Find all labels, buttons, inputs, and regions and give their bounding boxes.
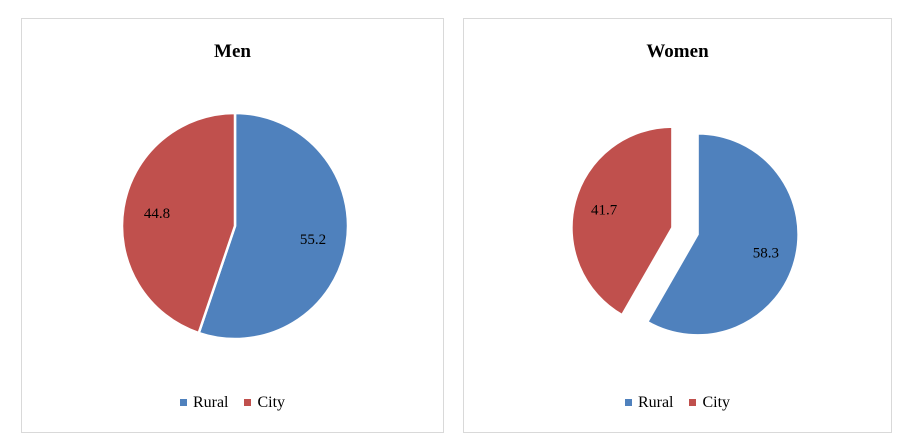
data-label-rural: 58.3 — [753, 246, 779, 262]
women-chart-panel: Women 58.3 41.7 Rural City — [463, 18, 892, 433]
men-chart-panel: Men 55.2 44.8 Rural City — [21, 18, 444, 433]
men-pie-chart: 55.2 44.8 — [120, 111, 350, 341]
legend-item-rural: Rural — [179, 393, 229, 412]
women-legend: Rural City — [464, 393, 891, 412]
chart-title-men: Men — [214, 41, 251, 62]
data-label-city: 41.7 — [591, 202, 618, 218]
legend-item-city: City — [689, 394, 730, 412]
data-label-city: 44.8 — [144, 206, 170, 222]
legend-item-rural: Rural — [624, 393, 674, 412]
chart-title-women: Women — [646, 41, 709, 62]
legend-label-rural: Rural — [192, 393, 229, 411]
legend-swatch-city — [244, 399, 252, 406]
men-legend: Rural City — [22, 393, 443, 412]
women-pie-chart: 58.3 41.7 — [570, 125, 800, 337]
data-label-rural: 55.2 — [300, 232, 326, 248]
pie-slice-city — [570, 125, 674, 317]
pie-slice-city — [120, 111, 237, 335]
legend-swatch-rural — [179, 399, 187, 406]
legend-swatch-city — [689, 399, 697, 406]
legend-label-rural: Rural — [637, 393, 674, 411]
legend-label-city: City — [702, 393, 731, 411]
legend-swatch-rural — [624, 399, 632, 406]
legend-label-city: City — [257, 393, 286, 411]
legend-item-city: City — [244, 394, 285, 412]
pie-slice-rural — [645, 132, 800, 337]
